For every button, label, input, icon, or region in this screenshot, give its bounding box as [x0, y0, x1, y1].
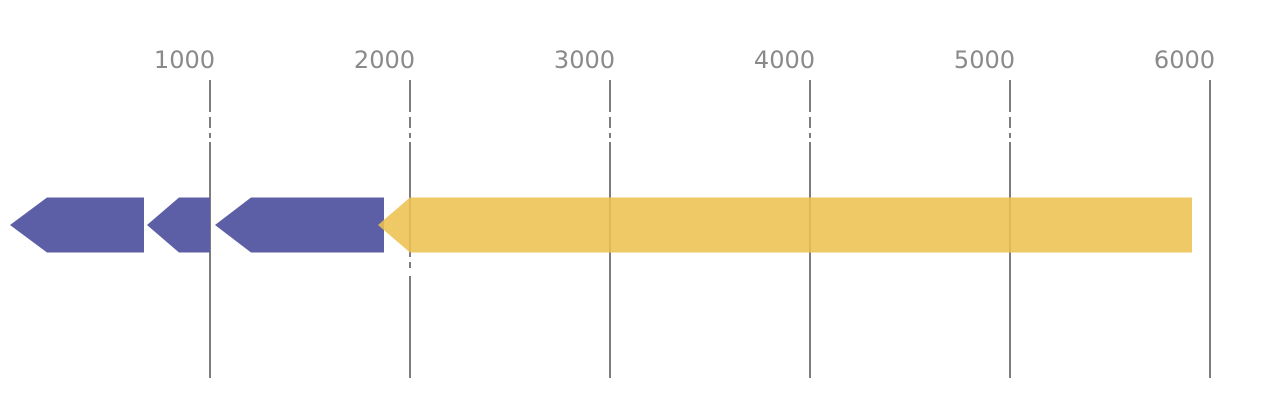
axis-tick-label-3000: 3000: [553, 46, 615, 74]
gridline-segment: [809, 142, 811, 378]
gene-arrow-feature-2: [147, 197, 210, 253]
gridline-segment: [1009, 80, 1011, 112]
gridline-segment: [209, 142, 211, 378]
gridline-segment: [809, 117, 811, 128]
gridline-segment: [409, 276, 411, 378]
axis-tick-label-2000: 2000: [353, 46, 415, 74]
gridline-segment: [809, 133, 811, 138]
gridline-segment: [209, 117, 211, 128]
gridline-segment: [409, 133, 411, 138]
axis-tick-label-1000: 1000: [153, 46, 215, 74]
gene-arrow-feature-1: [10, 197, 144, 253]
gene-arrow-feature-3: [215, 197, 384, 253]
gridline-segment: [1009, 117, 1011, 128]
gridline-segment: [609, 133, 611, 138]
gridline-segment: [409, 262, 411, 268]
gridline-segment: [809, 80, 811, 112]
gridline-segment: [1009, 142, 1011, 378]
axis-tick-label-5000: 5000: [953, 46, 1015, 74]
axis-tick-label-6000: 6000: [1153, 46, 1215, 74]
axis-tick-label-4000: 4000: [753, 46, 815, 74]
gridline-segment: [609, 117, 611, 128]
gridline-segment: [1009, 133, 1011, 138]
gene-arrow-feature-4: [378, 197, 1192, 253]
gridline-segment: [409, 117, 411, 128]
gridline-segment: [1209, 80, 1211, 378]
gridline-segment: [609, 142, 611, 378]
gridline-segment: [409, 80, 411, 112]
gridline-segment: [209, 80, 211, 112]
gridline-segment: [209, 133, 211, 138]
gridline-segment: [609, 80, 611, 112]
